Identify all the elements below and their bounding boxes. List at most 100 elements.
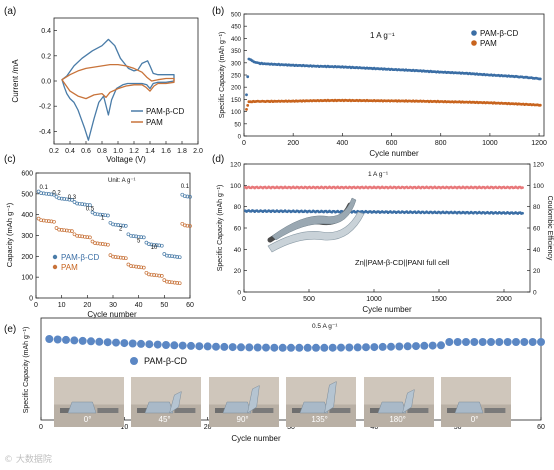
rate-point-pam-b-cd xyxy=(165,253,169,258)
panel-b-y-tick-label: 300 xyxy=(231,61,242,67)
panel-d-y2-tick-label: 40 xyxy=(533,247,541,254)
bend-angle-label: 135° xyxy=(311,415,328,424)
rate-point-pam-b-cd xyxy=(162,252,167,256)
rate-point-pam-b-cd xyxy=(126,232,131,237)
rate-point-pam-b-cd xyxy=(59,196,64,201)
panel-c-x-ticks: 0 10 20 30 40 50 60 xyxy=(34,295,194,309)
cycle-point xyxy=(87,337,95,346)
cycle-point xyxy=(387,342,395,351)
panel-a-x-tick-label: 1.6 xyxy=(161,148,171,155)
panel-e-x-tick-label: 0 xyxy=(39,424,43,431)
panel-d-x-tick-label: 2000 xyxy=(496,296,512,303)
rate-point-pam-b-cd xyxy=(177,255,182,260)
rate-point-pam-b-cd xyxy=(49,192,54,197)
panel-a-y-tick-label: 0.0 xyxy=(41,79,51,86)
cycle-point xyxy=(337,343,345,352)
rate-point-pam-b-cd xyxy=(183,194,187,199)
cycle-point xyxy=(220,342,229,351)
rate-point-pam xyxy=(147,272,151,277)
rate-point-pam xyxy=(44,218,49,223)
panel-b-x-tick-label: 200 xyxy=(287,140,299,147)
panel-b-label: (b) xyxy=(212,6,224,17)
panel-e-ylabel: Specific Capacity (mAh g⁻¹) xyxy=(23,327,30,414)
panel-d-y2-tick-label: 60 xyxy=(533,226,541,233)
cycle-point xyxy=(470,338,479,346)
rate-point-pam xyxy=(152,273,156,277)
panel-a-x-tick-label: 0.4 xyxy=(65,148,75,155)
panel-d-y2-ticks: 0 20 40 60 80 100 120 xyxy=(527,162,544,297)
rate-point-pam xyxy=(36,216,41,221)
panel-b-y-tick-label: 250 xyxy=(231,74,242,80)
panel-a-x-tick-label: 1.0 xyxy=(113,148,123,155)
panel-e-annotation: 0.5 A g⁻¹ xyxy=(312,323,338,330)
panel-d-y2-tick-label: 100 xyxy=(533,183,544,190)
rate-point-pam-b-cd xyxy=(36,189,41,194)
panel-b-x-tick-label: 600 xyxy=(386,140,398,147)
rate-point-pam xyxy=(136,265,141,269)
panel-b-x-tick-label: 1000 xyxy=(482,140,498,147)
bending-photo: 0° xyxy=(441,377,511,427)
panel-c-ylabel: Capacity (mAh g⁻¹) xyxy=(5,202,14,267)
panel-a: (a) Current /mA Voltage (V) 0.2 0.4 0.6 0.8… xyxy=(4,6,203,164)
panel-d-y-tick-label: 80 xyxy=(234,204,242,211)
panel-a-xlabel: Voltage (V) xyxy=(106,155,146,164)
cycle-point xyxy=(212,342,220,351)
rate-point-pam-b-cd xyxy=(167,254,172,258)
battery-sheet xyxy=(67,401,97,414)
panel-b-x-tick-label: 800 xyxy=(435,140,447,147)
panel-e-x-tick-label: 50 xyxy=(454,424,462,431)
rate-point-pam-b-cd xyxy=(113,222,118,227)
panel-a-legend: PAM-β-CD PAM xyxy=(131,107,184,127)
rate-point-pam xyxy=(54,226,59,230)
panel-d-x-tick-label: 1500 xyxy=(431,296,447,303)
panel-b-legend: PAM-β-CD PAM xyxy=(471,29,518,48)
bend-angle-label: 0° xyxy=(84,415,92,424)
cycle-point xyxy=(270,343,279,352)
panel-c-x-tick-label: 50 xyxy=(160,302,168,309)
rate-point-pam xyxy=(185,223,190,228)
rate-point-pam-b-cd xyxy=(121,223,126,228)
panel-e-x-tick-label: 60 xyxy=(537,424,545,431)
rate-point-pam-b-cd xyxy=(39,191,43,195)
panel-e-x-tick-label: 20 xyxy=(204,424,212,431)
cycle-point xyxy=(153,340,162,349)
rate-point-pam xyxy=(154,273,159,278)
rate-point-pam xyxy=(172,280,177,285)
cycle-point xyxy=(453,338,462,346)
battery-sheet-bent xyxy=(324,381,337,414)
panel-d-y-tick-label: 20 xyxy=(234,268,242,275)
capacity-point-pam xyxy=(538,103,542,107)
panel-c-x-tick-label: 0 xyxy=(34,302,38,309)
rate-point-pam xyxy=(100,242,105,246)
rate-point-pam-b-cd xyxy=(100,213,105,217)
bend-angle-label: 90° xyxy=(237,415,249,424)
rate-point-pam xyxy=(139,265,144,270)
panel-d-y2-tick-label: 80 xyxy=(533,204,541,211)
battery-sheet xyxy=(144,401,174,414)
panel-a-y-tick-label: -0.4 xyxy=(39,129,51,136)
legend-label-pam: PAM xyxy=(480,39,497,48)
rate-point-pam-b-cd xyxy=(139,235,144,239)
battery-layer-mid xyxy=(271,197,357,241)
battery-sheet xyxy=(454,401,484,414)
rate-point-pam xyxy=(103,242,108,247)
rate-point-pam xyxy=(118,255,123,260)
cycle-point xyxy=(145,340,154,349)
rate-point-pam-b-cd xyxy=(64,197,69,202)
rate-point-pam-b-cd xyxy=(108,220,113,225)
rate-point-pam-b-cd xyxy=(136,234,141,239)
panel-d: (d) Specific Capacity (mAh g⁻¹) Coulombi… xyxy=(212,154,553,314)
rate-point-pam xyxy=(93,241,97,245)
rate-point-pam xyxy=(175,281,180,285)
panel-b-points xyxy=(245,57,542,111)
rate-label: 0.2 xyxy=(52,190,61,196)
panel-b-y-tick-label: 200 xyxy=(231,86,242,92)
watermark: © 大数据院 xyxy=(4,455,52,465)
cycle-point xyxy=(245,343,254,352)
capacity-point-pam xyxy=(246,104,250,107)
panel-d-y-tick-label: 100 xyxy=(230,183,241,190)
clip-right xyxy=(407,408,429,413)
panel-a-curves xyxy=(61,38,175,141)
rate-point-pam-b-cd xyxy=(103,213,108,218)
